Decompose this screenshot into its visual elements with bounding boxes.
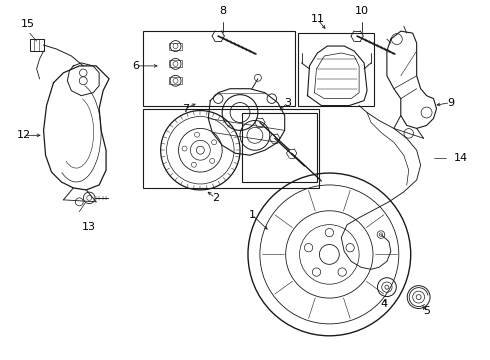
Bar bbox=[242, 113, 318, 182]
Text: 1: 1 bbox=[248, 210, 255, 220]
Bar bbox=[169, 42, 182, 50]
Bar bbox=[169, 77, 182, 84]
Text: 9: 9 bbox=[447, 98, 454, 108]
Text: 6: 6 bbox=[132, 61, 139, 71]
Bar bbox=[169, 60, 182, 67]
Text: 7: 7 bbox=[182, 104, 189, 113]
Text: 4: 4 bbox=[380, 299, 388, 309]
Text: 11: 11 bbox=[311, 14, 324, 24]
Bar bbox=[143, 109, 319, 188]
Text: 2: 2 bbox=[212, 193, 219, 203]
Text: 15: 15 bbox=[21, 19, 35, 29]
Text: 8: 8 bbox=[220, 6, 227, 16]
Text: 5: 5 bbox=[423, 306, 430, 316]
Bar bbox=[297, 33, 374, 105]
Text: 10: 10 bbox=[355, 6, 369, 16]
Text: 3: 3 bbox=[284, 98, 291, 108]
Bar bbox=[143, 31, 294, 105]
Text: 13: 13 bbox=[82, 222, 96, 232]
Text: 14: 14 bbox=[453, 153, 467, 163]
Text: 12: 12 bbox=[17, 130, 31, 140]
Bar bbox=[30, 39, 44, 51]
